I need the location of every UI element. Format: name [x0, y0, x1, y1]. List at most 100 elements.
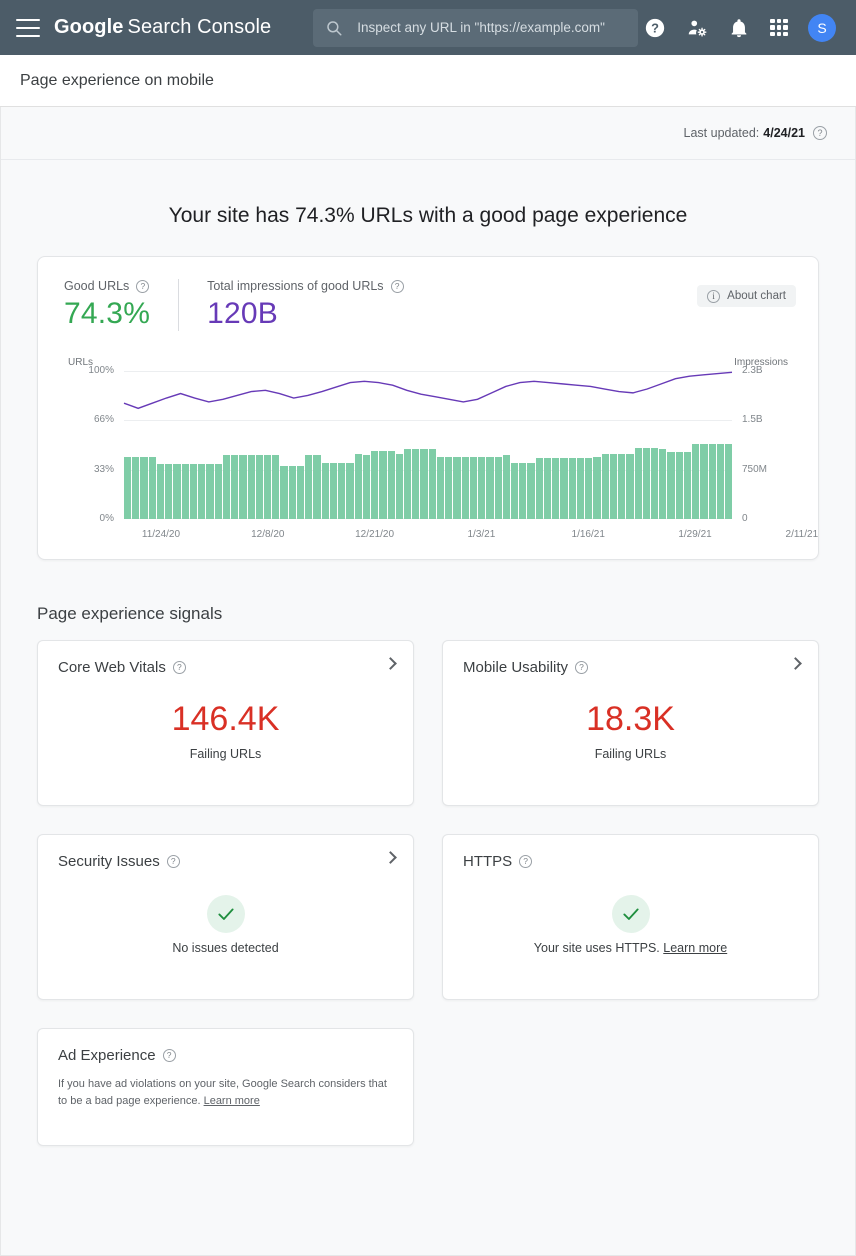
- chart-bar: [313, 455, 321, 519]
- chart-bar: [469, 456, 478, 519]
- chart-bar: [453, 456, 461, 519]
- chart-y-tick: 66%: [93, 414, 114, 426]
- card-body: No issues detected: [58, 870, 393, 979]
- chart-bar: [609, 453, 618, 519]
- caption-mobile-usability: Failing URLs: [594, 747, 667, 762]
- chart-x-tick: 12/8/20: [251, 529, 285, 540]
- chart-plot-area: URLs Impressions 0% 33% 66% 100% 0 750M 1.5B 2…: [56, 357, 818, 547]
- card-header: Mobile Usability ?: [463, 659, 798, 676]
- caption-https-row: Your site uses HTTPS. Learn more: [534, 941, 727, 955]
- chart-canvas: [124, 371, 732, 519]
- app-bar-actions: ? S: [644, 13, 840, 42]
- help-icon-last-updated[interactable]: ?: [813, 126, 827, 140]
- help-icon-ad-experience[interactable]: ?: [162, 1049, 176, 1062]
- chart-bar: [346, 462, 354, 519]
- check-circle-icon-security-issues: [206, 894, 245, 933]
- card-title-mobile-usability: Mobile Usability: [463, 659, 569, 676]
- search-input[interactable]: Inspect any URL in "https://example.com": [313, 8, 639, 47]
- chart-bar: [725, 443, 733, 519]
- chart-gridline: [124, 518, 732, 519]
- chart-bar: [560, 458, 568, 519]
- card-header: Ad Experience ?: [58, 1047, 393, 1064]
- chart-x-tick: 1/3/21: [467, 529, 496, 540]
- content-shell: Last updated: 4/24/21 ? Your site has 74…: [0, 107, 856, 1256]
- chart-bar: [140, 456, 148, 519]
- kpi-total-impressions-label: Total impressions of good URLs: [207, 279, 384, 293]
- chart-bar: [651, 447, 659, 519]
- card-title-security-issues: Security Issues: [58, 853, 160, 870]
- app-bar: Google Search Console Inspect any URL in …: [0, 0, 856, 55]
- chart-y-tick: 33%: [93, 463, 114, 475]
- chart-bar: [379, 450, 387, 519]
- card-title-ad-experience: Ad Experience: [58, 1047, 156, 1064]
- chart-gridline: [124, 469, 732, 471]
- chart-x-ticks: 11/24/20 12/8/20 12/21/20 1/3/21 1/16/21 1/29…: [124, 529, 818, 543]
- help-icon-core-web-vitals[interactable]: ?: [172, 661, 186, 674]
- chart-bar: [692, 443, 700, 519]
- hamburger-icon[interactable]: [16, 18, 40, 37]
- chart-bar: [708, 443, 716, 519]
- chart-x-tick: 12/21/20: [355, 529, 395, 540]
- chart-bar: [371, 450, 379, 519]
- check-circle-icon-https: [611, 894, 650, 933]
- chart-bar: [716, 443, 725, 519]
- caption-https: Your site uses HTTPS.: [533, 940, 660, 955]
- chart-bar: [263, 455, 272, 519]
- caption-core-web-vitals: Failing URLs: [189, 747, 262, 762]
- card-title-core-web-vitals: Core Web Vitals: [58, 659, 166, 676]
- chart-bar: [338, 462, 346, 519]
- signal-card-core-web-vitals[interactable]: Core Web Vitals ? 146.4K Failing URLs: [37, 640, 414, 806]
- signal-card-ad-experience: Ad Experience ? If you have ad violation…: [37, 1028, 414, 1146]
- card-title-https: HTTPS: [463, 853, 513, 870]
- chart-bar: [519, 462, 527, 519]
- chart-bar: [667, 452, 675, 519]
- chart-bar: [165, 464, 173, 519]
- chart-y2-axis-title: Impressions: [734, 357, 788, 368]
- kpi-total-impressions-value: 120B: [207, 297, 278, 330]
- search-icon: [327, 20, 342, 35]
- kpi-total-impressions: Total impressions of good URLs ? 120B: [178, 279, 431, 331]
- signals-grid: Core Web Vitals ? 146.4K Failing URLs Mo…: [37, 640, 819, 1146]
- chart-bar: [362, 455, 371, 519]
- help-icon-mobile-usability[interactable]: ?: [575, 661, 589, 674]
- chart-y2-tick: 0: [742, 513, 748, 524]
- chart-bar: [280, 465, 288, 519]
- learn-more-link-https[interactable]: Learn more: [663, 940, 728, 955]
- help-icon-good-urls[interactable]: ?: [136, 279, 150, 293]
- chart-bar: [626, 453, 634, 519]
- last-updated-bar: Last updated: 4/24/21 ?: [1, 107, 855, 160]
- chart-bar: [445, 456, 453, 519]
- signal-card-mobile-usability[interactable]: Mobile Usability ? 18.3K Failing URLs: [442, 640, 819, 806]
- chart-bar: [527, 462, 535, 519]
- info-icon: i: [707, 289, 721, 303]
- chart-x-tick: 11/24/20: [141, 529, 181, 540]
- chart-bar: [568, 458, 576, 519]
- chart-line-series: [124, 371, 732, 519]
- chart-y2-tick: 1.5B: [742, 414, 763, 426]
- about-chart-button[interactable]: i About chart: [697, 285, 796, 307]
- bell-icon[interactable]: [728, 17, 750, 39]
- brand-search-console: Search Console: [127, 16, 272, 38]
- chart-bar: [601, 453, 609, 519]
- help-icon-total-impressions[interactable]: ?: [390, 279, 404, 293]
- apps-grid-icon[interactable]: [770, 18, 788, 37]
- learn-more-link-ad-experience[interactable]: Learn more: [203, 1095, 260, 1108]
- chart-bar: [321, 462, 329, 519]
- chart-bar: [576, 458, 585, 519]
- avatar[interactable]: S: [808, 13, 836, 42]
- help-icon-https[interactable]: ?: [519, 855, 533, 868]
- chart-bar: [478, 456, 486, 519]
- help-icon-security-issues[interactable]: ?: [166, 855, 180, 868]
- help-icon[interactable]: ?: [644, 17, 666, 39]
- chart-bar: [239, 455, 247, 519]
- chart-bar: [255, 455, 263, 519]
- card-body: 18.3K Failing URLs: [463, 676, 798, 785]
- app-brand: Google Search Console: [54, 16, 271, 39]
- chart-bar: [403, 449, 412, 519]
- account-settings-icon[interactable]: [686, 17, 708, 39]
- chart-bar: [214, 464, 222, 519]
- chart-bar: [395, 453, 403, 519]
- card-header: Core Web Vitals ?: [58, 659, 393, 676]
- signal-card-security-issues[interactable]: Security Issues ? No issues detected: [37, 834, 414, 1000]
- card-header: HTTPS ?: [463, 853, 798, 870]
